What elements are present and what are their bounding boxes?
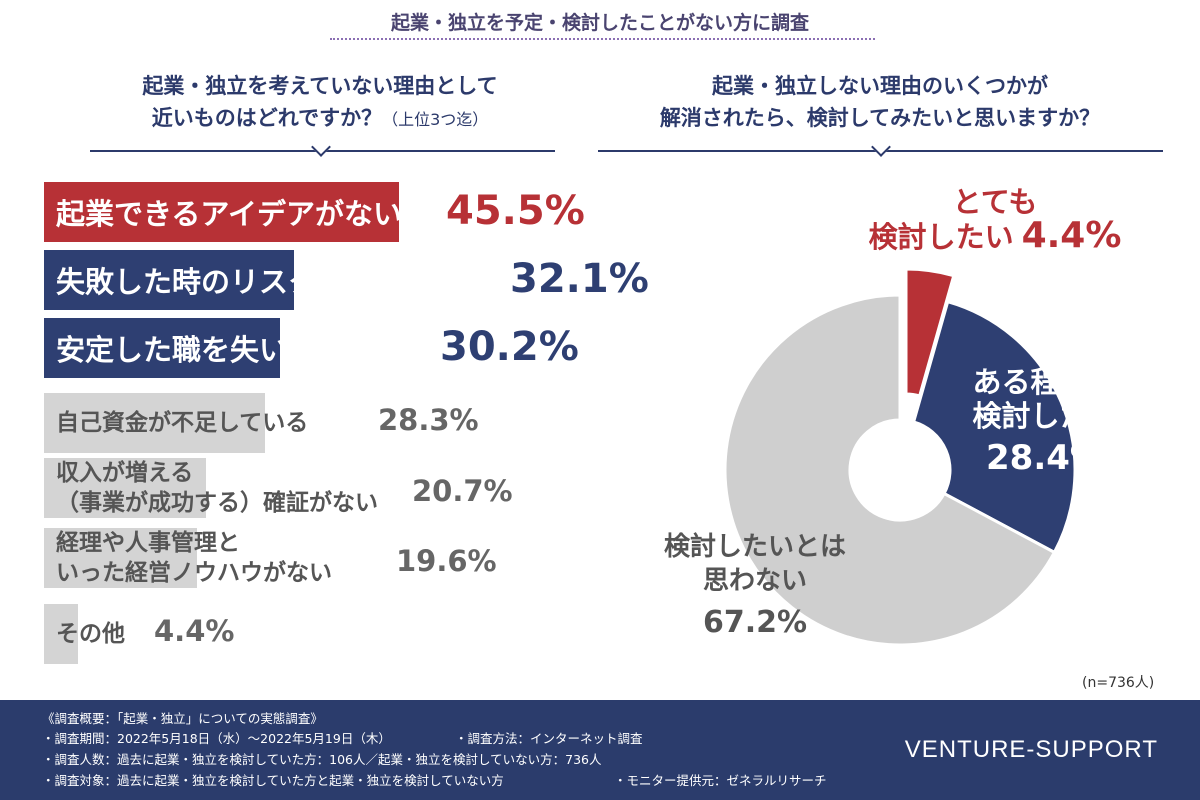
bar-label: 起業できるアイデアがない <box>56 182 402 242</box>
brand-logo-text: VENTURE-SUPPORT <box>904 736 1158 763</box>
donut-label-line: ある程度は <box>972 365 1118 399</box>
survey-title: 起業・独立を予定・検討したことがない方に調査 <box>390 12 809 34</box>
bar <box>44 528 197 588</box>
donut-chart <box>723 270 1077 647</box>
footer-provider: ・モニター提供元：ゼネラルリサーチ <box>614 773 827 788</box>
bar-label-line: 経理や人事管理と <box>56 530 240 556</box>
bar-value-label: 19.6% <box>396 544 497 578</box>
donut-label-line: 検討したい 4.4% <box>868 215 1122 256</box>
footer-count: ・調査人数：過去に起業・独立を検討していた方：106人／起業・独立を検討していな… <box>42 752 602 767</box>
bar-label: 経理や人事管理といった経営ノウハウがない <box>56 528 332 588</box>
bar-label: その他 <box>56 604 125 664</box>
right-question-line2: 解消されたら、検討してみたいと思いますか？ <box>659 106 1101 130</box>
bar <box>44 250 295 310</box>
right-question-line1: 起業・独立しない理由のいくつかが <box>712 74 1048 98</box>
donut-slice-label: 検討したいとは 思わない 67.2% <box>640 530 870 640</box>
left-question: 起業・独立を考えていない理由として 近いものはどれですか？（上位3つ迄） <box>60 70 580 136</box>
donut-slice <box>911 299 1077 555</box>
footer-period: ・調査期間：2022年5月18日（水）〜2022年5月19日（木） <box>42 731 391 746</box>
donut-slice-label: ある程度は 検討したい 28.4% <box>940 365 1150 475</box>
right-chevron-down-icon <box>871 137 891 157</box>
survey-footer: 《調査概要：「起業・独立」についての実態調査》 ・調査期間：2022年5月18日… <box>0 700 1200 800</box>
bar-value-label: 30.2% <box>440 324 579 370</box>
bar-label: 安定した職を失いたくない <box>56 318 404 378</box>
donut-value-label: 67.2% <box>702 605 808 640</box>
left-question-line1: 起業・独立を考えていない理由として <box>142 74 498 98</box>
donut-label-line: 検討したい <box>972 399 1118 433</box>
donut-slice <box>723 293 1057 647</box>
donut-label-line: 思わない <box>702 566 807 596</box>
left-chevron-down-icon <box>311 137 331 157</box>
bar-value-label: 28.3% <box>378 403 479 437</box>
donut-label-line: 検討したいとは <box>663 532 846 562</box>
bar-label: 収入が増える （事業が成功する）確証がない <box>56 458 378 518</box>
footer-overview: 《調査概要：「起業・独立」についての実態調査》 <box>42 711 323 726</box>
bar-value-label: 4.4% <box>154 614 235 648</box>
bar <box>44 182 399 242</box>
left-question-line2-wrap: 近いものはどれですか？（上位3つ迄） <box>60 102 580 136</box>
bar <box>44 318 280 378</box>
sample-size-note: (n=736人) <box>1082 675 1155 691</box>
donut-value-label: 28.4% <box>986 438 1104 478</box>
bar-value-label: 32.1% <box>510 256 649 302</box>
bar-value-label: 20.7% <box>412 474 513 508</box>
donut-label-line: とても <box>952 185 1038 219</box>
left-question-sub: （上位3つ迄） <box>382 110 489 129</box>
bar <box>44 393 265 453</box>
right-question: 起業・独立しない理由のいくつかが 解消されたら、検討してみたいと思いますか？ <box>585 70 1175 134</box>
left-question-line2: 近いものはどれですか？ <box>151 106 383 130</box>
footer-method: ・調査方法：インターネット調査 <box>455 731 643 746</box>
footer-target: ・調査対象：過去に起業・独立を検討していた方と起業・独立を検討していない方 <box>42 773 504 788</box>
bar-label-line: 起業できるアイデアがない <box>56 197 402 231</box>
bar-label-line: 失敗した時のリスクが合わない <box>56 265 463 299</box>
bar-label-line: 安定した職を失いたくない <box>56 333 405 367</box>
bar-label-line: いった経営ノウハウがない <box>56 560 332 586</box>
bar-label-line: （事業が成功する）確証がない <box>56 490 378 516</box>
title-underline <box>330 38 875 40</box>
bar-value-label: 45.5% <box>446 188 585 234</box>
donut-slice-label: とても 検討したい 4.4% <box>835 185 1155 254</box>
bar-label: 失敗した時のリスクが合わない <box>56 250 462 310</box>
bar-label-line: その他 <box>56 621 125 647</box>
donut-value-label: 4.4% <box>1021 215 1122 256</box>
bar <box>44 458 206 518</box>
bar-label-line: 自己資金が不足している <box>56 410 309 436</box>
bar <box>44 604 79 664</box>
bar-label: 自己資金が不足している <box>56 393 308 453</box>
bar-label-line: 収入が増える <box>56 460 194 486</box>
